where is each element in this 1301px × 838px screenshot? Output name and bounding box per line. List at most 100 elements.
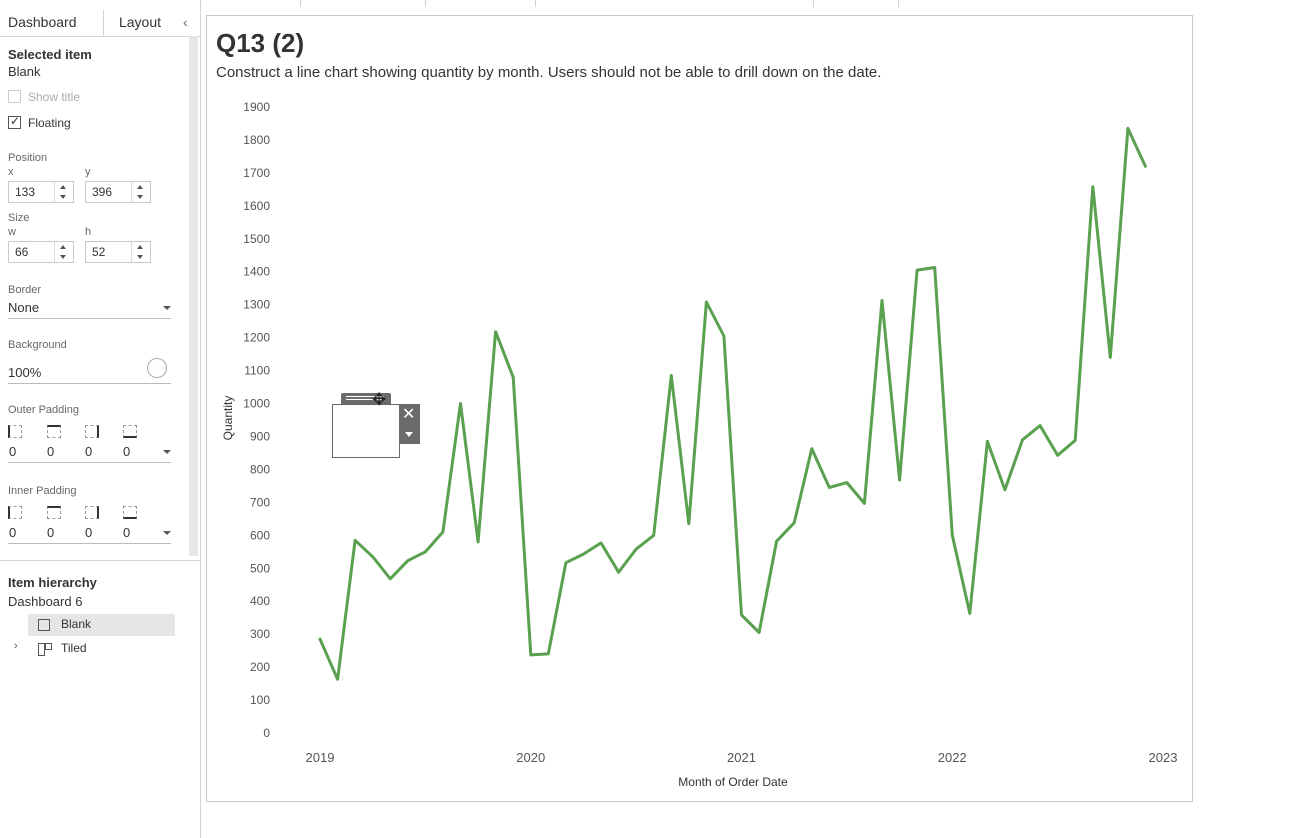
data-point[interactable] (1037, 423, 1043, 429)
data-point[interactable] (721, 333, 727, 339)
data-point[interactable] (791, 520, 797, 526)
chevron-down-icon (163, 306, 171, 310)
y-stepper[interactable]: 396 (85, 181, 151, 203)
data-point[interactable] (1020, 437, 1026, 443)
data-point[interactable] (563, 560, 569, 566)
y-tick-label: 1700 (243, 166, 270, 180)
data-point[interactable] (458, 401, 464, 407)
data-point[interactable] (914, 267, 920, 273)
x-stepper[interactable]: 133 (8, 181, 74, 203)
data-point[interactable] (387, 576, 393, 582)
series-line[interactable] (318, 126, 1147, 681)
h-value: 52 (92, 245, 106, 259)
y-tick-label: 800 (250, 462, 270, 476)
outer-padding-right[interactable]: 0 (85, 444, 93, 459)
drag-handle[interactable] (341, 393, 391, 404)
data-point[interactable] (1107, 354, 1113, 360)
inner-padding-dropdown[interactable] (8, 523, 171, 544)
inner-padding-left[interactable]: 0 (9, 525, 17, 540)
data-point[interactable] (528, 652, 534, 658)
y-tick-label: 0 (263, 726, 270, 740)
outer-padding-left[interactable]: 0 (9, 444, 17, 459)
border-dropdown[interactable]: None (8, 298, 171, 319)
tiled-container-icon (38, 643, 52, 656)
expand-arrow-icon[interactable]: › (14, 640, 18, 652)
background-color-swatch[interactable] (147, 358, 167, 378)
outer-padding-dropdown[interactable] (8, 442, 171, 463)
data-point[interactable] (1002, 487, 1008, 493)
data-point[interactable] (440, 529, 446, 535)
y-stepper-arrows[interactable] (131, 182, 150, 202)
data-point[interactable] (493, 329, 499, 335)
padding-top-icon (47, 425, 61, 438)
show-title-checkbox[interactable] (8, 90, 21, 103)
chevron-down-icon (163, 450, 171, 454)
data-point[interactable] (370, 554, 376, 560)
h-stepper-arrows[interactable] (131, 242, 150, 262)
data-point[interactable] (932, 264, 938, 270)
data-point[interactable] (861, 500, 867, 506)
data-point[interactable] (756, 630, 762, 636)
data-point[interactable] (1090, 184, 1096, 190)
tab-dashboard[interactable]: Dashboard (0, 10, 104, 36)
data-point[interactable] (405, 558, 411, 564)
floating-checkbox[interactable] (8, 114, 21, 129)
data-point[interactable] (510, 374, 516, 380)
hierarchy-root[interactable]: Dashboard 6 (8, 594, 83, 609)
data-point[interactable] (774, 538, 780, 544)
floating-label: Floating (28, 116, 71, 130)
data-point[interactable] (633, 546, 639, 552)
hierarchy-item-blank[interactable]: Blank (28, 614, 175, 636)
h-stepper[interactable]: 52 (85, 241, 151, 263)
inner-padding-bottom[interactable]: 0 (123, 525, 131, 540)
data-point[interactable] (686, 521, 692, 527)
data-point[interactable] (1055, 452, 1061, 458)
y-tick-label: 400 (250, 594, 270, 608)
w-stepper[interactable]: 66 (8, 241, 74, 263)
close-icon[interactable]: ✕ (402, 406, 416, 423)
data-point[interactable] (1125, 125, 1131, 131)
collapse-pane-icon[interactable]: ‹ (183, 14, 188, 30)
data-point[interactable] (1142, 163, 1148, 169)
data-point[interactable] (317, 636, 323, 642)
data-point[interactable] (651, 532, 657, 538)
data-point[interactable] (826, 485, 832, 491)
outer-padding-top[interactable]: 0 (47, 444, 55, 459)
data-point[interactable] (897, 477, 903, 483)
data-point[interactable] (352, 537, 358, 543)
outer-padding-bottom[interactable]: 0 (123, 444, 131, 459)
data-point[interactable] (809, 446, 815, 452)
data-point[interactable] (545, 651, 551, 657)
inner-padding-top[interactable]: 0 (47, 525, 55, 540)
blank-object[interactable] (332, 404, 400, 458)
data-point[interactable] (739, 612, 745, 618)
data-point[interactable] (616, 569, 622, 575)
background-opacity-field[interactable]: 100% (8, 363, 171, 384)
data-point[interactable] (984, 438, 990, 444)
data-point[interactable] (879, 297, 885, 303)
pane-scrollbar[interactable] (189, 36, 198, 556)
w-stepper-arrows[interactable] (54, 242, 73, 262)
tab-layout[interactable]: Layout (105, 10, 175, 36)
data-point[interactable] (703, 299, 709, 305)
object-toolbar[interactable]: ✕ (399, 404, 420, 444)
data-point[interactable] (949, 532, 955, 538)
padding-right-icon (85, 425, 99, 438)
hierarchy-item-tiled[interactable]: › Tiled (14, 638, 175, 660)
data-point[interactable] (967, 610, 973, 616)
data-point[interactable] (422, 549, 428, 555)
data-point[interactable] (844, 480, 850, 486)
y-tick-label: 1900 (243, 100, 270, 114)
data-point[interactable] (580, 551, 586, 557)
data-point[interactable] (335, 676, 341, 682)
data-point[interactable] (598, 540, 604, 546)
y-tick-label: 1800 (243, 133, 270, 147)
x-stepper-arrows[interactable] (54, 182, 73, 202)
dashboard-subtitle: Construct a line chart showing quantity … (216, 64, 882, 81)
more-options-icon[interactable] (405, 432, 413, 437)
data-point[interactable] (475, 539, 481, 545)
inner-padding-right[interactable]: 0 (85, 525, 93, 540)
data-point[interactable] (668, 373, 674, 379)
data-point[interactable] (1072, 437, 1078, 443)
